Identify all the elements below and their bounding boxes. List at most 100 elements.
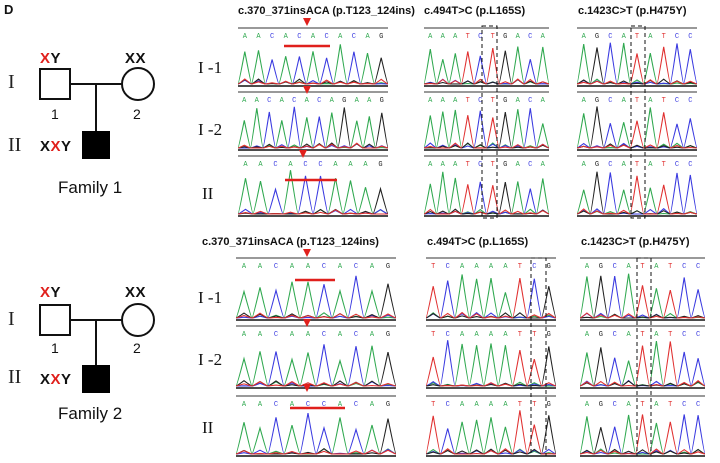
base-call: A: [290, 401, 295, 409]
base-call: G: [503, 161, 507, 169]
trace-G: [425, 415, 557, 455]
base-call: A: [355, 97, 360, 105]
base-call: A: [622, 161, 627, 169]
base-call: A: [370, 331, 375, 339]
base-call: A: [474, 401, 479, 409]
trace-A: [237, 170, 389, 215]
trace-C: [579, 414, 706, 455]
base-call: T: [491, 161, 495, 169]
base-call: C: [322, 263, 326, 271]
trace-A: [576, 42, 698, 85]
base-call: C: [608, 33, 612, 41]
base-call: A: [654, 401, 659, 409]
base-call: A: [474, 263, 479, 271]
base-call: A: [242, 401, 247, 409]
mutation-site-box: [630, 25, 646, 219]
trace-C: [425, 278, 557, 319]
trace-T: [237, 209, 388, 215]
family-title: Family 1: [58, 178, 123, 197]
base-call: C: [532, 263, 536, 271]
base-call: T: [532, 401, 536, 409]
base-call: C: [306, 401, 310, 409]
base-call: T: [635, 161, 639, 169]
base-call: A: [654, 331, 659, 339]
base-call: C: [318, 161, 322, 169]
base-call: C: [325, 33, 329, 41]
trace-A: [423, 46, 550, 85]
base-call: A: [460, 401, 465, 409]
base-call: A: [242, 97, 247, 105]
trace-A: [237, 44, 389, 85]
trace-T: [425, 278, 557, 319]
mutation-title: c.370_371insACA (p.T123_124ins): [238, 5, 415, 17]
base-call: T: [518, 331, 522, 339]
base-call: C: [322, 401, 326, 409]
base-call: A: [474, 331, 479, 339]
base-call: A: [585, 331, 590, 339]
row-label: II: [202, 184, 214, 203]
trace-A: [579, 273, 706, 319]
base-call: A: [338, 331, 343, 339]
base-call: A: [428, 33, 433, 41]
insertion-marker-icon: [303, 86, 311, 94]
base-call: A: [280, 97, 285, 105]
base-call: A: [541, 161, 546, 169]
base-call: A: [622, 33, 627, 41]
base-call: T: [662, 33, 666, 41]
base-call: A: [311, 33, 316, 41]
base-call: C: [274, 263, 278, 271]
trace-G: [237, 107, 389, 149]
base-call: C: [675, 97, 679, 105]
base-call: A: [516, 161, 521, 169]
trace-T: [579, 341, 706, 387]
base-call: A: [516, 33, 521, 41]
base-call: A: [582, 161, 587, 169]
base-call: T: [640, 263, 644, 271]
trace-G: [579, 427, 706, 455]
trace-A: [579, 414, 706, 455]
base-call: T: [518, 401, 522, 409]
base-call: C: [478, 97, 482, 105]
base-call: A: [622, 97, 627, 105]
base-call: A: [428, 161, 433, 169]
insertion-marker-icon: [303, 18, 311, 26]
base-call: G: [599, 331, 603, 339]
base-call: C: [613, 401, 617, 409]
trace-T: [235, 380, 397, 387]
base-call: T: [466, 161, 470, 169]
base-call: A: [256, 33, 261, 41]
trace-T: [576, 46, 698, 85]
trace-G: [235, 351, 397, 387]
base-call: C: [528, 97, 532, 105]
trace-T: [235, 312, 397, 319]
proband-square-icon: [82, 131, 110, 159]
trace-T: [425, 410, 557, 455]
father-number: 1: [51, 340, 59, 356]
trace-T: [579, 285, 706, 319]
trace-A: [235, 417, 397, 455]
father-square-icon: [39, 304, 71, 336]
base-call: T: [662, 97, 666, 105]
base-call: A: [338, 401, 343, 409]
base-call: C: [352, 33, 356, 41]
base-call: A: [330, 97, 335, 105]
base-call: A: [582, 33, 587, 41]
trace-G: [576, 106, 698, 149]
base-call: A: [290, 263, 295, 271]
base-call: C: [354, 331, 358, 339]
proband-square-icon: [82, 365, 110, 393]
base-call: G: [547, 401, 551, 409]
base-call: A: [258, 263, 263, 271]
base-call: T: [668, 263, 672, 271]
trace-G: [237, 186, 389, 215]
base-call: G: [595, 161, 599, 169]
base-call: C: [696, 263, 700, 271]
base-call: C: [292, 97, 296, 105]
